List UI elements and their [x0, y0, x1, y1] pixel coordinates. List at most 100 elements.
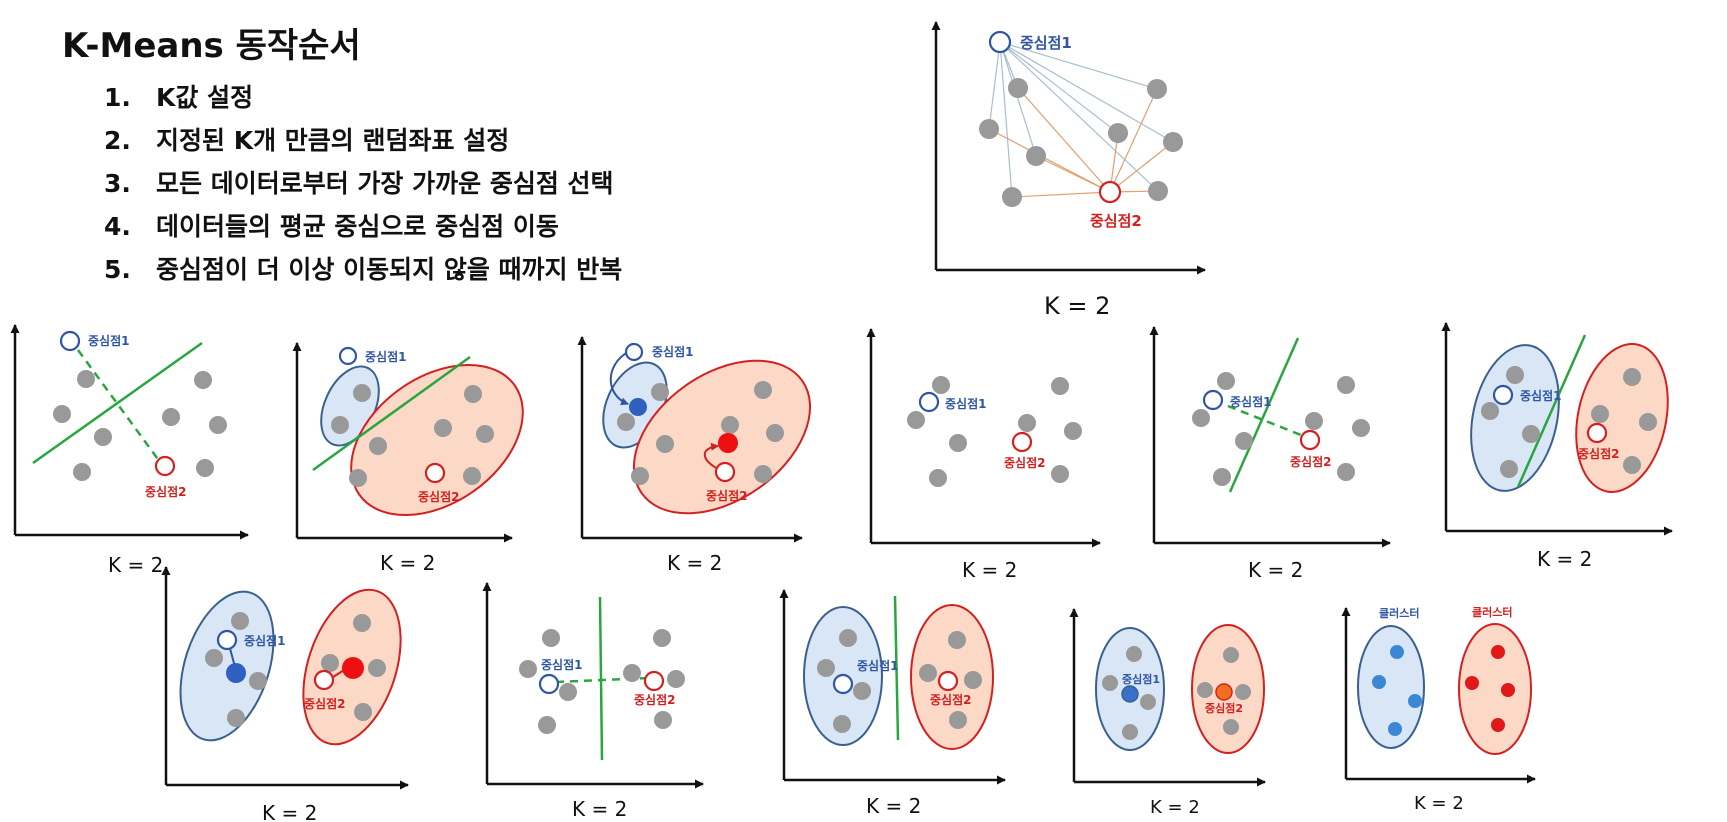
data-point [1008, 78, 1028, 98]
k-label: K = 2 [380, 551, 435, 575]
data-point [839, 629, 857, 647]
data-point [354, 703, 372, 721]
distance-line-c1 [999, 41, 1158, 90]
cluster-1-point [1388, 722, 1402, 736]
data-point [667, 670, 685, 688]
centroid-2 [1011, 431, 1033, 453]
data-point [1352, 419, 1370, 437]
data-point [853, 682, 871, 700]
data-point [1235, 432, 1253, 450]
centroid-1-label: 중심점1 [652, 344, 693, 359]
data-point [617, 413, 635, 431]
cluster-2-region [1458, 623, 1532, 755]
k-label: K = 2 [1044, 292, 1110, 320]
decision-boundary [1516, 334, 1587, 488]
data-point [538, 716, 556, 734]
data-point [932, 376, 950, 394]
centroid-1 [1492, 384, 1514, 406]
data-point [1506, 366, 1524, 384]
step-number: 1. [104, 83, 131, 112]
step-number: 2. [104, 126, 131, 155]
k-label: K = 2 [1537, 547, 1592, 571]
centroid-2-outline [1215, 683, 1233, 701]
k-label: K = 2 [262, 801, 317, 822]
centroid-1 [1202, 389, 1224, 411]
data-point [1026, 146, 1046, 166]
centroid-2-label: 중심점2 [1290, 454, 1331, 469]
k-label: K = 2 [667, 551, 722, 575]
data-point [349, 469, 367, 487]
centroid-2-label: 중심점2 [930, 692, 971, 707]
data-point [651, 383, 669, 401]
centroid-2-label: 중심점2 [145, 484, 186, 499]
cluster-1-region [1357, 625, 1425, 749]
centroid-1 [918, 391, 940, 413]
data-point [1217, 372, 1235, 390]
data-point [162, 408, 180, 426]
data-point [205, 649, 223, 667]
decision-boundary [893, 595, 900, 741]
data-point [1623, 368, 1641, 386]
cluster-2-region [1575, 343, 1669, 493]
centroid-1 [538, 673, 560, 695]
distance-line-c2 [988, 128, 1111, 193]
k-label: K = 2 [108, 553, 163, 577]
centroid-1 [59, 330, 81, 352]
cluster-2-region [350, 363, 524, 517]
data-point [1223, 647, 1239, 663]
data-point [1235, 684, 1251, 700]
data-point [653, 629, 671, 647]
decision-boundary [598, 596, 604, 761]
data-point [559, 683, 577, 701]
panel-initial-distances: 중심점1 중심점2 K = 2 [931, 21, 1206, 320]
centroid-2-move-arrow [703, 442, 721, 471]
data-point [1522, 425, 1540, 443]
panel-row2-3: 중심점1 중심점2 K = 2 [779, 589, 1006, 818]
data-point [368, 659, 386, 677]
data-point [476, 425, 494, 443]
centroid-2 [154, 455, 176, 477]
centroid-1 [832, 673, 854, 695]
step-number: 4. [104, 212, 131, 241]
centroid-2-label: 중심점2 [1578, 446, 1619, 461]
step-1: 1. K값 설정 [104, 76, 622, 119]
centroid-1-label: 중심점1 [244, 633, 285, 648]
data-point [1192, 409, 1210, 427]
data-point [721, 416, 739, 434]
centroid-2-new [718, 433, 738, 453]
k-label: K = 2 [572, 797, 627, 821]
decision-boundary [1228, 337, 1300, 493]
distance-line-c2 [1109, 141, 1174, 193]
data-point [1213, 468, 1231, 486]
centroid-1-new [226, 663, 246, 683]
data-point [1002, 187, 1022, 207]
panel-row2-5: 클러스터 클러스터 K = 2 [1341, 605, 1536, 814]
data-point [464, 385, 482, 403]
centroid-1-outline [1121, 685, 1139, 703]
centroid-2 [1098, 180, 1122, 204]
data-point [209, 416, 227, 434]
data-point [73, 463, 91, 481]
centroid-2 [424, 462, 446, 484]
cluster-1-label: 클러스터 [1379, 606, 1419, 620]
data-point [231, 612, 249, 630]
cluster-2-point [1491, 718, 1505, 732]
centroid-1-label: 중심점1 [365, 349, 406, 364]
centroid-1 [988, 30, 1012, 54]
step-text: 데이터들의 평균 중심으로 중심점 이동 [156, 212, 559, 241]
data-point [194, 371, 212, 389]
data-point [321, 654, 339, 672]
data-point [948, 631, 966, 649]
data-point [1623, 456, 1641, 474]
data-point [53, 405, 71, 423]
data-point [919, 664, 937, 682]
panel-row2-4: 중심점1 중심점2 K = 2 [1069, 608, 1266, 818]
distance-line-c1 [999, 41, 1013, 198]
decision-boundary [32, 341, 203, 465]
data-point [369, 437, 387, 455]
centroid-2 [1216, 684, 1232, 700]
data-point [94, 428, 112, 446]
distance-line-c1 [999, 41, 1159, 192]
distance-line-c1 [999, 41, 1037, 157]
data-point [1122, 724, 1138, 740]
